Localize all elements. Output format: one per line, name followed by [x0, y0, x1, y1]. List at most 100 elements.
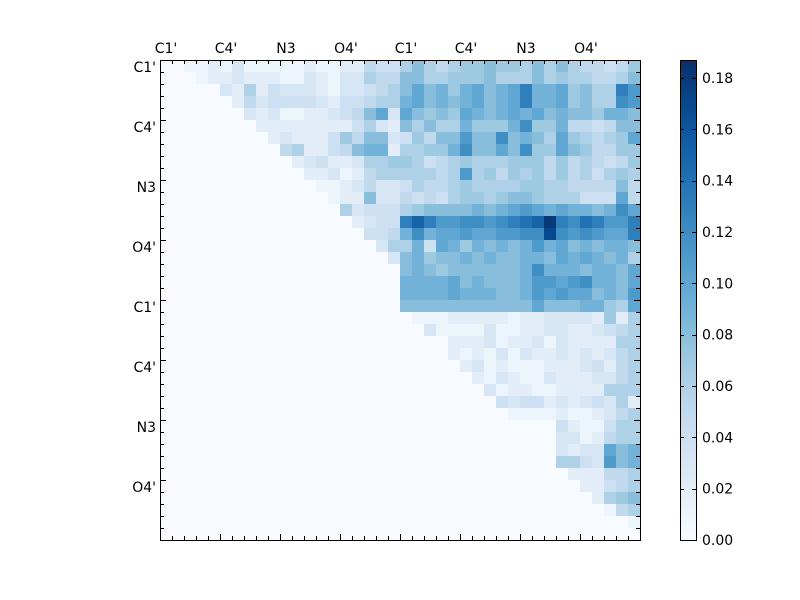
heatmap-cell [460, 264, 473, 277]
heatmap-cell [592, 516, 605, 529]
heatmap-cell [436, 72, 449, 85]
heatmap-cell [424, 360, 437, 373]
heatmap-cell [484, 120, 497, 133]
y-tick-label: O4' [132, 240, 156, 256]
heatmap-cell [196, 444, 209, 457]
heatmap-cell [484, 432, 497, 445]
heatmap-cell [460, 108, 473, 121]
heatmap-cell [352, 336, 365, 349]
heatmap-cell [616, 312, 629, 325]
heatmap-cell [580, 192, 593, 205]
heatmap-cell [364, 456, 377, 469]
heatmap-cell [208, 348, 221, 361]
heatmap-cell [508, 396, 521, 409]
heatmap-cell [232, 192, 245, 205]
heatmap-cell [568, 228, 581, 241]
heatmap-cell [340, 204, 353, 217]
heatmap-cell [508, 180, 521, 193]
heatmap-cell [316, 432, 329, 445]
heatmap-cell [496, 84, 509, 97]
heatmap-cell [604, 180, 617, 193]
heatmap-cell [556, 516, 569, 529]
heatmap-cell [388, 216, 401, 229]
heatmap-cell [604, 408, 617, 421]
x-tick-label: N3 [516, 41, 535, 57]
heatmap-cell [304, 228, 317, 241]
heatmap-cell [292, 84, 305, 97]
heatmap-cell [340, 276, 353, 289]
heatmap-cell [484, 456, 497, 469]
heatmap-cell [160, 492, 173, 505]
colorbar-frame [680, 60, 697, 541]
heatmap-cell [220, 312, 233, 325]
heatmap-cell [208, 324, 221, 337]
heatmap-cell [376, 516, 389, 529]
heatmap-cell [292, 60, 305, 73]
heatmap-cell [220, 72, 233, 85]
heatmap-cell [556, 144, 569, 157]
heatmap-cell [580, 264, 593, 277]
heatmap-cell [460, 72, 473, 85]
heatmap-cell [544, 144, 557, 157]
heatmap-cell [436, 300, 449, 313]
heatmap-cell [604, 108, 617, 121]
heatmap-cell [532, 324, 545, 337]
heatmap-cell [376, 300, 389, 313]
heatmap-cell [292, 192, 305, 205]
heatmap-cell [292, 96, 305, 109]
heatmap-cell [292, 132, 305, 145]
heatmap-cell [508, 492, 521, 505]
heatmap-cell [364, 408, 377, 421]
heatmap-cell [196, 408, 209, 421]
heatmap-cell [580, 432, 593, 445]
heatmap-cell [268, 216, 281, 229]
heatmap-cell [244, 144, 257, 157]
heatmap-cell [172, 504, 185, 517]
heatmap-cell [448, 144, 461, 157]
heatmap-cell [172, 168, 185, 181]
heatmap-cell [484, 480, 497, 493]
heatmap-cell [256, 504, 269, 517]
heatmap-cell [580, 84, 593, 97]
heatmap-cell [436, 360, 449, 373]
heatmap-cell [460, 252, 473, 265]
heatmap-cell [484, 492, 497, 505]
heatmap-cell [316, 96, 329, 109]
heatmap-cell [436, 348, 449, 361]
heatmap-cell [280, 240, 293, 253]
heatmap-cell [328, 312, 341, 325]
heatmap-cell [280, 528, 293, 541]
heatmap-cell [184, 516, 197, 529]
heatmap-cell [268, 456, 281, 469]
heatmap-cell [460, 60, 473, 73]
heatmap-cell [580, 336, 593, 349]
heatmap-cell [316, 228, 329, 241]
heatmap-cell [232, 360, 245, 373]
heatmap-cell [364, 84, 377, 97]
heatmap-cell [352, 288, 365, 301]
heatmap-cell [472, 204, 485, 217]
heatmap-cell [388, 144, 401, 157]
heatmap-cell [412, 480, 425, 493]
heatmap-cell [352, 516, 365, 529]
heatmap-cell [424, 60, 437, 73]
heatmap-cell [424, 396, 437, 409]
heatmap-cell [232, 324, 245, 337]
heatmap-cell [256, 324, 269, 337]
heatmap-cell [280, 336, 293, 349]
heatmap-cell [172, 216, 185, 229]
heatmap-cell [604, 468, 617, 481]
heatmap-cell [484, 132, 497, 145]
heatmap-cell [208, 480, 221, 493]
heatmap-cell [496, 108, 509, 121]
heatmap-cell [568, 348, 581, 361]
heatmap-cell [292, 348, 305, 361]
heatmap-cell [556, 468, 569, 481]
heatmap-cell [448, 252, 461, 265]
heatmap-cell [388, 168, 401, 181]
heatmap-cell [520, 96, 533, 109]
heatmap-cell [244, 468, 257, 481]
heatmap-cell [400, 408, 413, 421]
heatmap-cell [544, 264, 557, 277]
heatmap-cell [580, 372, 593, 385]
